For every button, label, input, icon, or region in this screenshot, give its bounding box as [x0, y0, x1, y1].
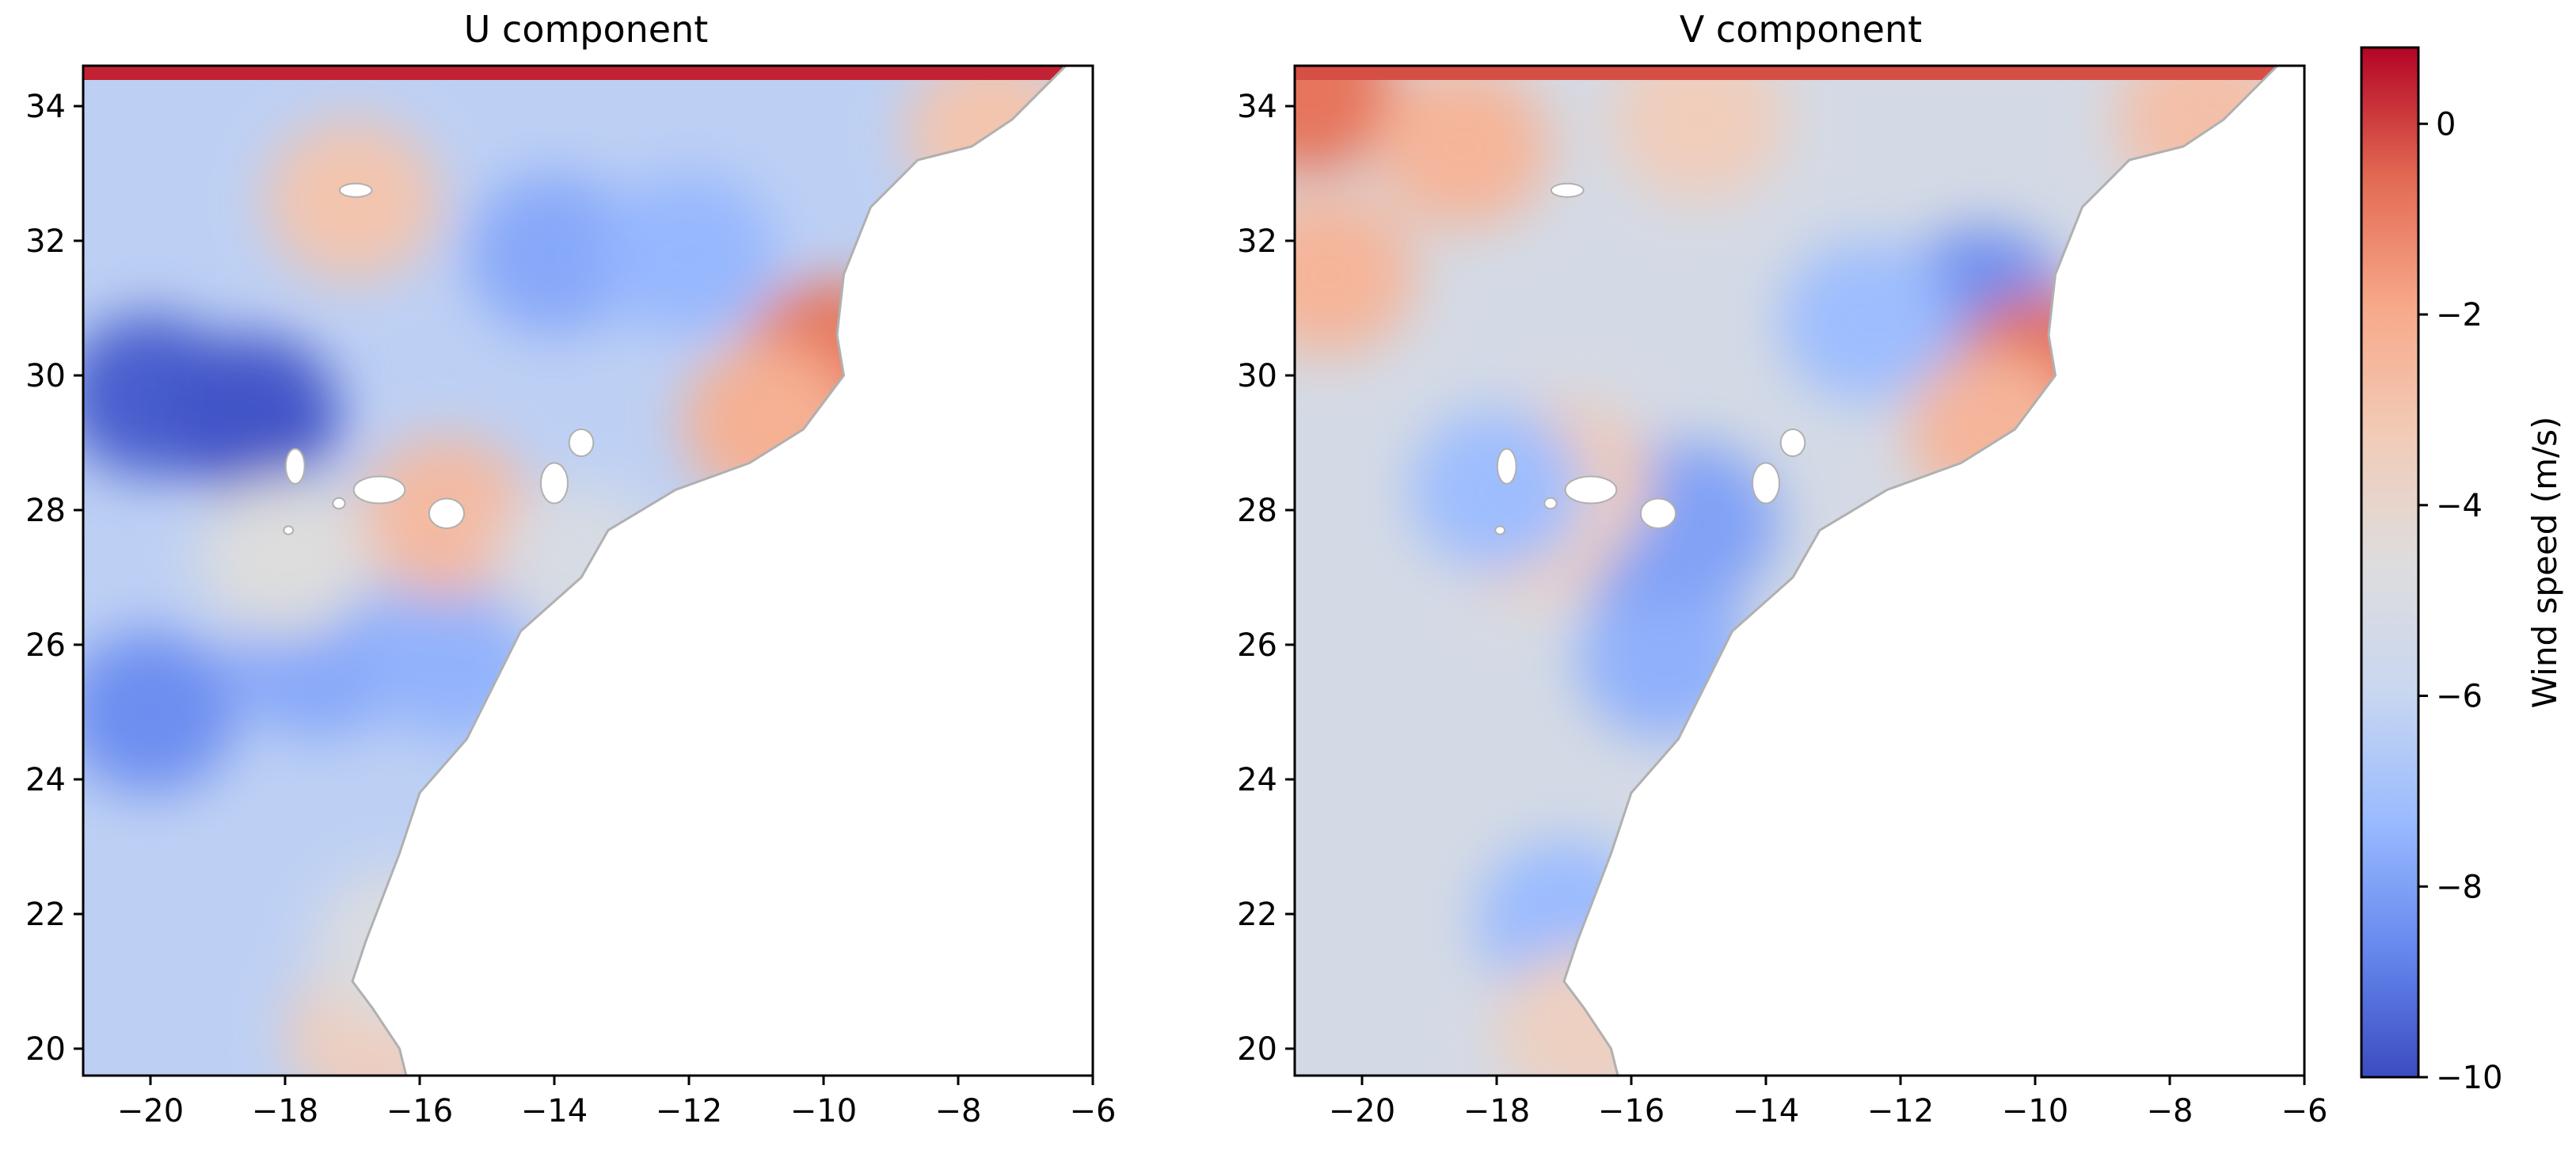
wind-cell: [1779, 241, 1954, 402]
island: [1494, 525, 1506, 535]
y-axis-v: 20 22 24 26 28 30 32 34: [1237, 89, 1295, 1068]
colorbar-tick-label: −4: [2436, 488, 2483, 524]
island: [1639, 497, 1677, 529]
y-tick-label: 32: [25, 223, 66, 260]
y-tick-label: 22: [25, 897, 66, 933]
plot-frame: [82, 64, 1094, 1077]
island: [540, 462, 569, 505]
island: [338, 182, 373, 198]
colorbar-tick-label: −8: [2436, 869, 2483, 905]
y-tick-label: 20: [1237, 1031, 1277, 1068]
north-edge-strip: [83, 66, 1093, 80]
island: [568, 428, 595, 457]
colorbar: 0 −2 −4 −6 −8 −10 Wind speed (m/s): [2360, 46, 2564, 1096]
island: [1779, 428, 1806, 457]
colorbar-label: Wind speed (m/s): [2525, 417, 2564, 709]
island: [1543, 497, 1558, 510]
wind-cell: [1295, 193, 1416, 356]
x-tick-label: −10: [2002, 1093, 2068, 1129]
wind-cell: [83, 631, 238, 793]
wind-cell: [1611, 66, 1786, 200]
y-tick-label: 34: [25, 89, 66, 125]
y-tick-label: 26: [1237, 627, 1277, 664]
panel-title-u: U component: [464, 8, 709, 51]
north-edge-strip: [1295, 66, 2304, 80]
plot-area-u: [82, 64, 1094, 1077]
y-tick-label: 34: [1237, 89, 1277, 125]
x-tick-label: −12: [1867, 1093, 1934, 1129]
island: [284, 448, 306, 485]
island: [1496, 448, 1517, 485]
y-axis-u: 20 22 24 26 28 30 32 34: [25, 89, 83, 1068]
wind-cell: [1409, 409, 1585, 571]
island: [352, 475, 406, 505]
colorbar-gradient: [2360, 46, 2420, 1079]
y-tick-label: 26: [25, 627, 66, 664]
y-tick-label: 24: [25, 762, 66, 798]
plot-area-v: [1293, 64, 2306, 1077]
island: [283, 525, 295, 535]
x-tick-label: −20: [1329, 1093, 1395, 1129]
y-tick-label: 28: [1237, 493, 1277, 529]
x-axis-u: −20 −18 −16 −14 −12 −10 −8 −6: [117, 1076, 1117, 1129]
colorbar-tick-label: 0: [2436, 106, 2456, 143]
y-tick-label: 30: [25, 358, 66, 394]
island: [1550, 182, 1585, 198]
island: [428, 497, 466, 529]
panel-title-v: V component: [1680, 8, 1922, 51]
island: [1752, 462, 1780, 505]
colorbar-tick-label: −10: [2436, 1060, 2502, 1096]
x-tick-label: −6: [1070, 1093, 1117, 1129]
panel-v: V component −20 −18 −16 −14 −12 −10 −8 −6 20222…: [1237, 8, 2328, 1129]
colorbar-tick-label: −2: [2436, 297, 2483, 333]
y-tick-label: 30: [1237, 358, 1277, 394]
wind-cell: [264, 120, 440, 281]
x-tick-label: −20: [117, 1093, 184, 1129]
x-tick-label: −16: [1598, 1093, 1665, 1129]
y-tick-label: 28: [25, 493, 66, 529]
x-tick-label: −16: [386, 1093, 453, 1129]
land-mask: [1562, 66, 2304, 1076]
wind-cell: [601, 173, 777, 335]
wind-cell: [466, 173, 642, 335]
y-tick-label: 22: [1237, 897, 1277, 933]
x-tick-label: −12: [656, 1093, 722, 1129]
plot-frame: [1293, 64, 2306, 1077]
x-tick-label: −6: [2281, 1093, 2328, 1129]
colorbar-ticks: 0 −2 −4 −6 −8 −10: [2418, 106, 2502, 1096]
island: [1564, 475, 1618, 505]
wind-cell: [1295, 66, 1396, 173]
x-axis-v: −20 −18 −16 −14 −12 −10 −8 −6: [1329, 1076, 2328, 1129]
wind-cell: [197, 476, 373, 638]
land-mask: [351, 66, 1093, 1076]
y-tick-label: 24: [1237, 762, 1277, 798]
x-tick-label: −8: [935, 1093, 982, 1129]
island: [332, 497, 346, 510]
wind-cell: [164, 335, 339, 497]
x-tick-label: −14: [521, 1093, 588, 1129]
x-tick-label: −14: [1733, 1093, 1799, 1129]
panel-u: U component −20 −18 −16 −14 −12 −10 −8 −6 20222…: [25, 8, 1116, 1129]
x-tick-label: −18: [252, 1093, 318, 1129]
x-tick-label: −18: [1463, 1093, 1530, 1129]
y-tick-label: 20: [25, 1031, 66, 1068]
y-tick-label: 32: [1237, 223, 1277, 260]
wind-cell: [1376, 66, 1551, 227]
x-tick-label: −8: [2147, 1093, 2194, 1129]
colorbar-tick-label: −6: [2436, 679, 2483, 715]
x-tick-label: −10: [790, 1093, 857, 1129]
